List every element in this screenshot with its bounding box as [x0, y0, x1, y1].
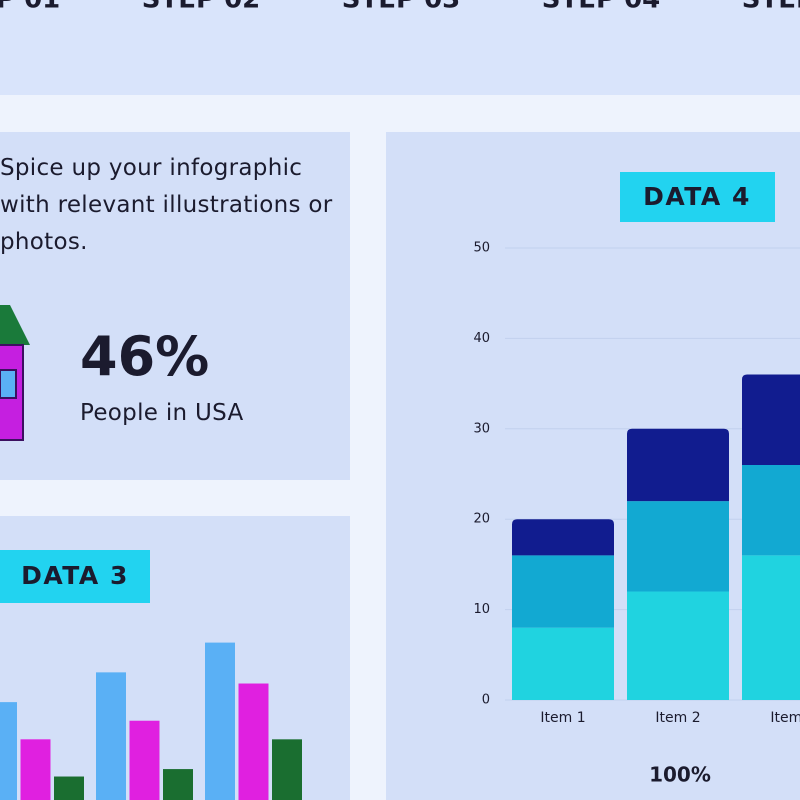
steps-band [0, 0, 800, 95]
bar-segment [512, 627, 614, 700]
x-tick-label: Item 2 [655, 710, 700, 726]
bar [238, 683, 269, 800]
chart-title: DATA 4 [643, 182, 751, 211]
step-label: STEP 05 [742, 0, 800, 15]
step-label: STEP 01 [0, 0, 60, 15]
bar-segment [512, 555, 614, 628]
x-tick-label: Item 1 [540, 710, 585, 726]
info-stat: 46% [80, 325, 210, 388]
y-tick-label: 10 [473, 602, 490, 617]
bar [205, 642, 235, 800]
y-tick-label: 20 [473, 512, 490, 527]
title-box [620, 172, 775, 222]
bar [96, 672, 126, 800]
bar-segment [742, 374, 800, 465]
annotation: 100% [649, 763, 711, 787]
bar [20, 739, 51, 800]
y-tick-label: 0 [482, 693, 490, 708]
bar-segment [627, 501, 729, 592]
step-label: STEP 04 [542, 0, 661, 15]
bar [272, 739, 302, 800]
y-tick-label: 30 [473, 421, 490, 436]
bar [0, 702, 17, 800]
chart-title: DATA 3 [21, 561, 129, 590]
step-label: STEP 03 [342, 0, 461, 15]
bar [54, 776, 84, 800]
info-text: Spice up your infographic with relevant … [0, 155, 333, 255]
step-label: STEP 02 [142, 0, 261, 15]
y-tick-label: 50 [473, 241, 490, 256]
y-tick-label: 40 [473, 331, 490, 346]
bar-segment [512, 519, 614, 556]
bar [163, 769, 193, 800]
bar-segment [742, 555, 800, 700]
info-panel [0, 132, 350, 480]
house-illustration [0, 305, 30, 441]
bar-segment [627, 428, 729, 502]
x-tick-label: Item 3 [770, 710, 800, 726]
bar-segment [627, 591, 729, 700]
bar [129, 720, 160, 800]
bar-segment [742, 464, 800, 556]
title-box [0, 550, 150, 603]
info-caption: People in USA [80, 400, 244, 426]
